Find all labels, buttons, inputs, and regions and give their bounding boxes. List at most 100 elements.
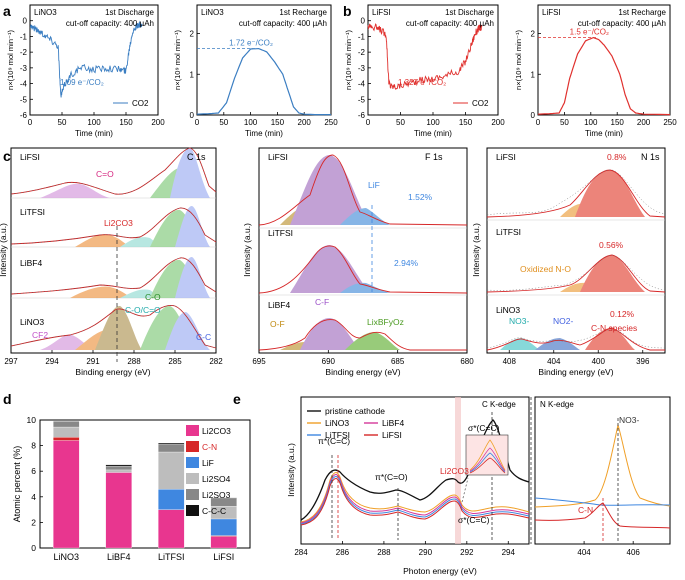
d-frame xyxy=(39,419,251,549)
c-xtick-label: 695 xyxy=(252,357,266,366)
d-bar-LiTFSI-C-C-C xyxy=(158,442,185,445)
d-legend-label: Li2CO3 xyxy=(202,426,231,436)
chart-a-discharge: 0 50 100 150 200 0 -1 -2 -3 -4 -5 -6 Time (min) n×(10… xyxy=(6,4,165,138)
c-xtick-label: 285 xyxy=(168,357,182,366)
c-annotations: C 1s LiFSI LiTFSI LiBF4 LiNO3 C=O Li2CO3… xyxy=(20,152,660,342)
a1-subtitle: cut-off capacity: 400 µAh xyxy=(66,19,154,28)
a1-annotation: 1.09 e⁻/CO₂ xyxy=(60,78,104,87)
e-n-xtick-label: 404 xyxy=(577,548,591,557)
chart-d-stacked-bar: 0 2 4 6 8 10 Atomic percent (%) LiNO3 LiBF4 LiTFS… xyxy=(12,415,251,562)
n1s-xlabel: Binding energy (eV) xyxy=(538,367,613,377)
a1-series-co2 xyxy=(29,20,143,98)
c1s-row-litfsi: LiTFSI xyxy=(20,207,45,217)
a2-title: 1st Recharge xyxy=(279,8,327,17)
e-legend-label: LiNO3 xyxy=(325,418,349,428)
a2-xtick-label: 0 xyxy=(195,118,200,127)
e-ann-pi-co: π*(C=O) xyxy=(375,472,408,482)
c-xtick-label: 294 xyxy=(45,357,59,366)
b2-subtitle: cut-off capacity: 400 µAh xyxy=(578,19,666,28)
a1-ytick-label: -2 xyxy=(20,48,28,57)
c-xtick-label: 288 xyxy=(127,357,141,366)
c1s-row-libf4: LiBF4 xyxy=(20,258,42,268)
a1-xlabel: Time (min) xyxy=(75,129,113,138)
d-legend-swatch xyxy=(186,457,199,468)
a2-xtick-label: 200 xyxy=(298,118,312,127)
e-xlabel: Photon energy (eV) xyxy=(403,566,477,576)
a1-xtick-label: 150 xyxy=(119,118,133,127)
d-ylabel: Atomic percent (%) xyxy=(12,446,22,523)
e-ylabel: Intensity (a.u.) xyxy=(286,443,296,497)
a2-xtick-label: 250 xyxy=(324,118,338,127)
n1s-ylabel: Intensity (a.u.) xyxy=(471,223,481,277)
a2-ylabel: n×(10⁹ mol min⁻¹) xyxy=(173,30,182,90)
f1s-title: F 1s xyxy=(425,152,443,162)
a2-ytick-label: 2 xyxy=(190,30,195,39)
b2-title: 1st Recharge xyxy=(618,8,666,17)
d-legend-swatch xyxy=(186,425,199,436)
chart-c-f1s xyxy=(258,147,468,354)
a1-ytick-label: 0 xyxy=(23,17,28,26)
e-ann-cn: C-N xyxy=(578,505,593,515)
n1s-ann-0-8: 0.8% xyxy=(607,152,627,162)
d-legend-swatch xyxy=(186,505,199,516)
b1-ytick-label: -4 xyxy=(358,80,366,89)
n1s-row-lifsi: LiFSI xyxy=(496,152,516,162)
b1-ytick-label: 0 xyxy=(361,17,366,26)
c-xtick-label: 690 xyxy=(322,357,336,366)
c1s-ann-co-c-o: C-O/C=O xyxy=(125,305,161,315)
b1-ytick-label: -3 xyxy=(358,64,366,73)
f1s-row-lifsi: LiFSI xyxy=(268,152,288,162)
b2-ytick-label: 2 xyxy=(531,30,536,39)
b2-xtick-label: 100 xyxy=(584,118,598,127)
e-legend-label: LiFSI xyxy=(382,430,402,440)
e-legend-label: pristine cathode xyxy=(325,406,385,416)
d-category-label: LiTFSI xyxy=(158,552,185,562)
d-bar-LiFSI-Li2CO3 xyxy=(210,536,237,549)
d-bar-LiBF4-Li2SO3 xyxy=(105,465,132,471)
b2-annotation: 1.5 e⁻/CO₂ xyxy=(570,28,609,37)
d-bar-LiNO3-Li2SO3 xyxy=(53,421,80,428)
d-bar-LiTFSI-Li2SO4 xyxy=(158,451,185,490)
d-category-label: LiNO3 xyxy=(53,552,79,562)
a2-xtick-label: 50 xyxy=(219,118,228,127)
d-bar-LiBF4-Li2CO3 xyxy=(105,472,132,549)
c-xtick-label: 680 xyxy=(460,357,474,366)
a2-corner-label: LiNO3 xyxy=(201,8,224,17)
b2-corner-label: LiFSI xyxy=(542,8,561,17)
n1s-ann-cn: C-N species xyxy=(591,323,637,333)
c1s-ann-cf2: CF2 xyxy=(32,330,48,340)
c-xtick-label: 291 xyxy=(86,357,100,366)
b1-annotation: 1.327 e⁻/CO₂ xyxy=(398,78,446,87)
f1s-ann-c-f: C-F xyxy=(315,297,329,307)
c-xtick-label: 685 xyxy=(391,357,405,366)
a1-ytick-label: -6 xyxy=(20,111,28,120)
n1s-ann-oxidized: Oxidized N-O xyxy=(520,264,571,274)
a1-ylabel: n×(10⁹ mol min⁻¹) xyxy=(6,30,15,90)
c1s-ann-c-o-double: C=O xyxy=(96,169,114,179)
f1s-ylabel: Intensity (a.u.) xyxy=(242,223,252,277)
panel-label-b: b xyxy=(343,3,352,19)
e-xtick-label: 294 xyxy=(502,548,516,557)
e-ann-no3: NO3- xyxy=(619,415,639,425)
d-bar-LiNO3-C-N xyxy=(53,437,80,441)
e-ann-sigma-cc-top: σ*(C=C) xyxy=(468,423,500,433)
a2-xtick-label: 100 xyxy=(244,118,258,127)
n1s-ann-no2: NO2- xyxy=(553,316,573,326)
d-ytick-label: 4 xyxy=(31,492,36,502)
a1-xtick-label: 0 xyxy=(28,118,33,127)
d-bar-LiBF4-C-C-C xyxy=(105,464,132,467)
c-xtick-label: 400 xyxy=(592,357,606,366)
b2-ytick-label: 1 xyxy=(531,70,536,79)
f1s-ann-1-52: 1.52% xyxy=(408,192,433,202)
e-ann-li2co3: Li2CO3 xyxy=(440,466,469,476)
b1-title: 1st Discharge xyxy=(445,8,494,17)
b2-xtick-label: 50 xyxy=(560,118,569,127)
b1-corner-label: LiFSI xyxy=(372,8,391,17)
d-category-label: LiBF4 xyxy=(107,552,131,562)
a1-corner-label: LiNO3 xyxy=(34,8,57,17)
b1-ytick-label: -6 xyxy=(358,111,366,120)
d-bar-LiBF4-Li2SO4 xyxy=(105,469,132,473)
d-legend-label: Li2SO4 xyxy=(202,474,231,484)
a2-annotation: 1.72 e⁻/CO₂ xyxy=(229,39,273,48)
